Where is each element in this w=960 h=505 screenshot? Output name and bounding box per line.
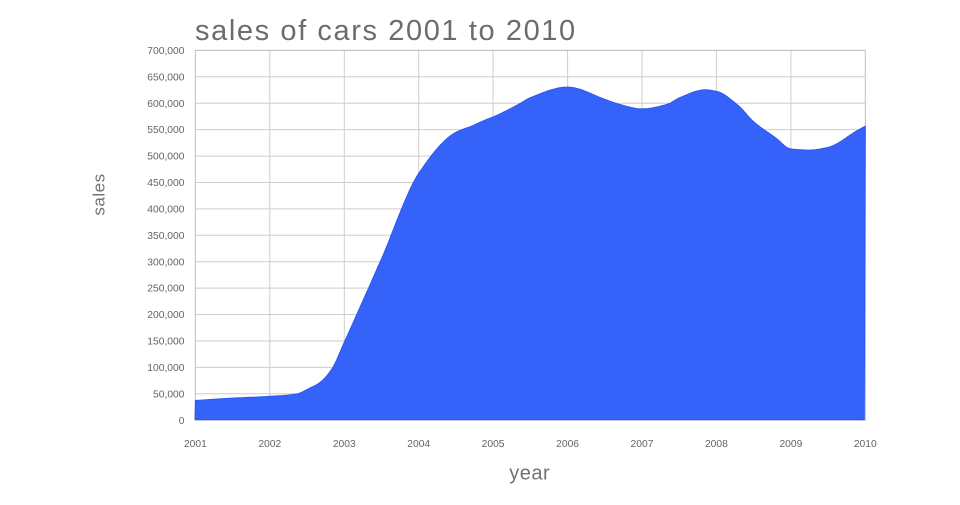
svg-text:200,000: 200,000 <box>147 310 184 321</box>
svg-text:2010: 2010 <box>854 439 877 450</box>
svg-text:250,000: 250,000 <box>147 284 184 295</box>
svg-text:650,000: 650,000 <box>147 72 184 83</box>
svg-text:350,000: 350,000 <box>147 231 184 242</box>
svg-text:2001: 2001 <box>184 439 207 450</box>
svg-text:2002: 2002 <box>258 439 281 450</box>
svg-text:300,000: 300,000 <box>147 257 184 268</box>
svg-text:600,000: 600,000 <box>147 99 184 110</box>
svg-text:0: 0 <box>179 416 185 427</box>
svg-text:150,000: 150,000 <box>147 337 184 348</box>
svg-text:2003: 2003 <box>333 439 356 450</box>
svg-text:550,000: 550,000 <box>147 125 184 136</box>
svg-text:2009: 2009 <box>779 439 802 450</box>
svg-text:500,000: 500,000 <box>147 152 184 163</box>
svg-text:sales: sales <box>90 173 109 215</box>
svg-text:2005: 2005 <box>482 439 505 450</box>
svg-text:100,000: 100,000 <box>147 363 184 374</box>
svg-text:year: year <box>509 462 550 484</box>
svg-text:2004: 2004 <box>407 439 430 450</box>
svg-text:2007: 2007 <box>631 439 654 450</box>
svg-text:2008: 2008 <box>705 439 728 450</box>
svg-text:sales of cars 2001 to 2010: sales of cars 2001 to 2010 <box>195 15 577 47</box>
svg-text:450,000: 450,000 <box>147 178 184 189</box>
svg-text:2006: 2006 <box>556 439 579 450</box>
svg-text:700,000: 700,000 <box>147 46 184 57</box>
svg-text:50,000: 50,000 <box>153 389 185 400</box>
svg-text:400,000: 400,000 <box>147 205 184 216</box>
